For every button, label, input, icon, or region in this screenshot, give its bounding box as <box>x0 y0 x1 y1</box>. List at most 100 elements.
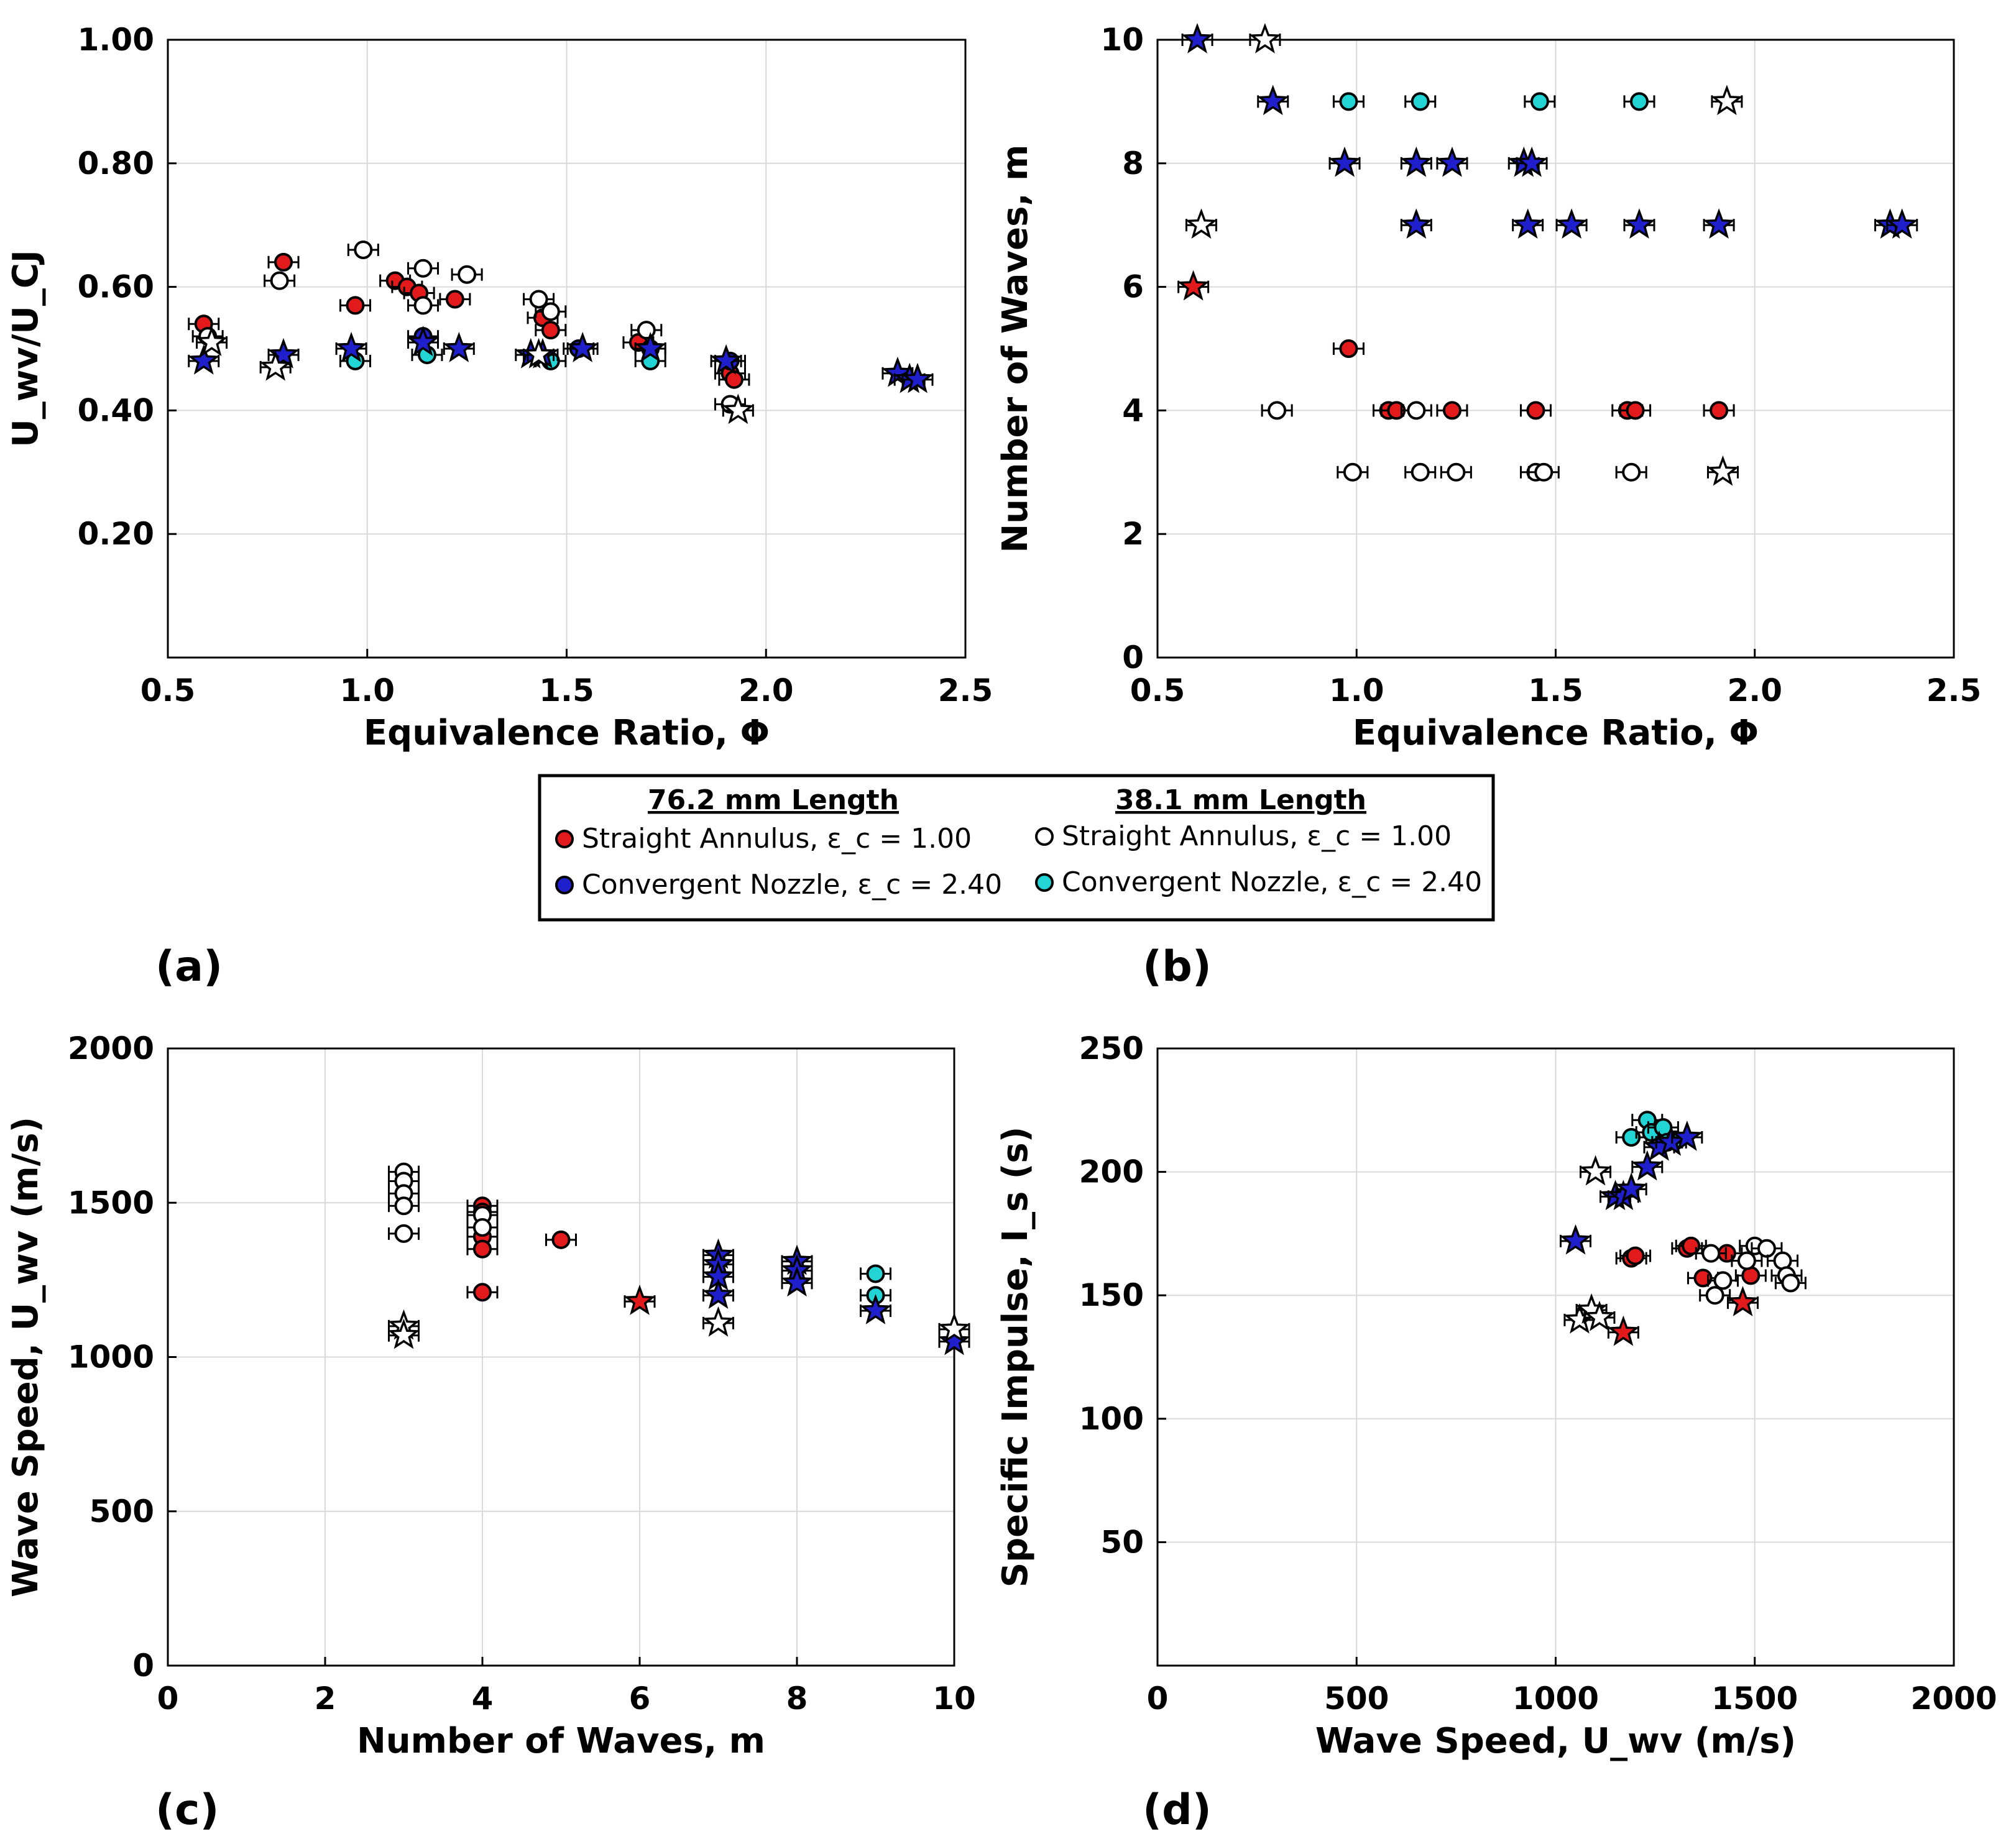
x-tick-label: 1.0 <box>1329 672 1384 709</box>
panel-label-d: (d) <box>1143 1786 1212 1835</box>
y-tick-label: 8 <box>1122 145 1144 181</box>
star-marker <box>407 326 440 356</box>
data-point-star76 <box>634 331 666 362</box>
data-point-sa38 <box>388 1196 420 1216</box>
star-marker <box>1181 23 1213 53</box>
circle-marker <box>1526 401 1545 420</box>
circle-marker <box>1339 92 1358 111</box>
data-point-cn38 <box>860 1264 891 1283</box>
star-marker <box>259 350 292 381</box>
star-marker <box>1257 85 1289 116</box>
x-tick-label: 10 <box>932 1681 976 1717</box>
data-point-sa38 <box>264 271 296 290</box>
chart-panel-c: 0 2 4 6 8 10 0 500 1000 1500 2000 Number of Waves, … <box>6 1030 976 1761</box>
data-point-sa38 <box>1695 1244 1727 1263</box>
circle-marker <box>541 321 560 340</box>
star-marker <box>1400 208 1432 239</box>
legend-group2-title: 38.1 mm Length <box>1115 784 1366 816</box>
star-marker <box>1886 208 1918 239</box>
circle-marker <box>473 1218 492 1237</box>
star-marker <box>1185 208 1218 239</box>
y-tick-label: 0.60 <box>78 269 154 305</box>
data-point-sa76 <box>535 321 567 340</box>
data-point-sa76 <box>188 314 220 334</box>
data-point-star76 <box>1400 208 1432 239</box>
y-axis-label: Specific Impulse, I_s (s) <box>995 1127 1036 1588</box>
data-point-star76 <box>702 1260 735 1291</box>
star-marker <box>624 1285 656 1315</box>
circle-marker <box>1407 401 1426 420</box>
circle-marker <box>1339 339 1358 358</box>
legend: 76.2 mm Length 38.1 mm Length Straight A… <box>538 774 1495 922</box>
y-tick-label: 0 <box>132 1648 154 1684</box>
circle-marker <box>413 259 433 278</box>
star-marker <box>634 331 666 362</box>
data-point-sa38 <box>388 1224 420 1243</box>
circle-marker <box>1705 1286 1724 1305</box>
data-point-star76 <box>1703 208 1735 239</box>
y-tick-label: 150 <box>1079 1277 1144 1313</box>
y-tick-label: 0.20 <box>78 516 154 552</box>
circle-marker <box>473 1239 492 1259</box>
data-point-sa76 <box>1619 1246 1652 1265</box>
star-marker <box>1671 1121 1703 1151</box>
circle-marker <box>1701 1244 1721 1263</box>
y-axis-label: Wave Speed, U_wv (m/s) <box>6 1117 46 1597</box>
star-marker <box>1711 85 1743 116</box>
data-point-cn38 <box>1332 92 1365 111</box>
data-point-star76r <box>1726 1286 1759 1316</box>
data-point-star76 <box>1671 1121 1703 1151</box>
x-tick-label: 2000 <box>1910 1681 1997 1717</box>
chart-panel-a: 0.5 1.0 1.5 2.0 2.5 0.20 0.40 0.60 0.80 1.00 Equiv… <box>6 22 993 753</box>
star-marker <box>702 1306 735 1337</box>
circle-marker <box>445 290 464 309</box>
data-point-star76 <box>188 344 220 375</box>
data-point-star76 <box>1400 146 1432 177</box>
star-marker <box>443 331 475 362</box>
data-point-star38 <box>1579 1155 1612 1186</box>
legend-group1-title: 76.2 mm Length <box>648 784 899 816</box>
data-point-star76 <box>938 1324 970 1355</box>
x-tick-label: 1.0 <box>339 672 395 709</box>
data-point-sa38 <box>1400 401 1432 420</box>
star-marker <box>1249 23 1281 53</box>
legend-marker-cn38 <box>1035 873 1054 892</box>
y-axis-label: Number of Waves, m <box>995 144 1036 553</box>
data-point-star76 <box>1623 208 1655 239</box>
x-tick-label: 0.5 <box>1130 672 1185 709</box>
star-marker <box>1516 146 1548 177</box>
star-marker <box>335 331 367 362</box>
data-point-star76r <box>1177 270 1210 301</box>
star-marker <box>781 1266 813 1297</box>
x-tick-label: 2.0 <box>1727 672 1782 709</box>
x-tick-label: 2.5 <box>1926 672 1982 709</box>
circle-marker <box>1693 1268 1713 1288</box>
y-tick-label: 1000 <box>68 1339 154 1375</box>
data-point-sa38 <box>1699 1286 1731 1305</box>
data-point-star76r <box>1607 1315 1640 1346</box>
circle-marker <box>458 265 477 284</box>
data-point-star76 <box>859 1293 892 1324</box>
circle-marker <box>1411 92 1430 111</box>
y-tick-label: 6 <box>1122 269 1144 305</box>
y-tick-label: 250 <box>1079 1030 1144 1066</box>
data-point-star76 <box>1631 1150 1664 1181</box>
circle-marker <box>1530 92 1549 111</box>
star-marker <box>195 326 228 356</box>
circle-marker <box>1622 462 1641 482</box>
star-marker <box>387 1318 420 1349</box>
circle-marker <box>637 321 656 340</box>
data-point-star76 <box>901 362 934 393</box>
x-axis-label: Number of Waves, m <box>357 1721 765 1761</box>
data-point-star38 <box>938 1312 970 1343</box>
data-point-sa38 <box>407 259 440 278</box>
star-marker <box>1615 1172 1647 1203</box>
x-tick-label: 8 <box>786 1681 808 1717</box>
data-point-sa38 <box>1615 462 1647 482</box>
legend-label-cn76: Convergent Nozzle, ε_c = 2.40 <box>582 869 1002 901</box>
chart-panel-d: 0 500 1000 1500 2000 50 100 150 200 250 Wave Speed… <box>995 1030 1997 1761</box>
star-marker <box>1511 208 1544 239</box>
data-point-sa76 <box>545 1230 577 1249</box>
legend-marker-cn76 <box>555 876 574 894</box>
data-point-sa76 <box>1687 1268 1719 1288</box>
